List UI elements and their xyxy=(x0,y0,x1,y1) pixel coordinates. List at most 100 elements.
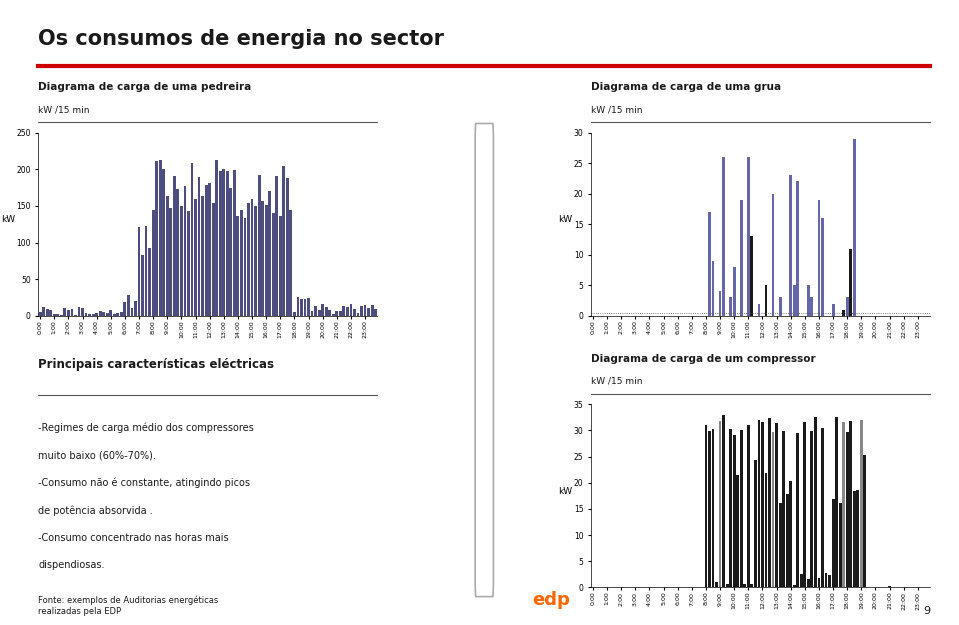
Bar xyxy=(818,200,820,316)
Bar xyxy=(155,161,158,316)
Bar xyxy=(183,186,186,316)
Bar xyxy=(219,171,222,316)
Bar xyxy=(779,298,782,316)
Bar xyxy=(275,176,278,316)
Bar xyxy=(867,587,870,588)
Bar xyxy=(363,306,366,316)
Bar xyxy=(198,177,200,316)
Text: Fonte: exemplos de Auditorias energéticas
realizadas pela EDP: Fonte: exemplos de Auditorias energética… xyxy=(38,596,219,616)
Bar xyxy=(715,582,718,587)
Bar xyxy=(659,587,662,588)
Bar xyxy=(796,181,799,316)
Bar xyxy=(92,314,95,316)
Bar xyxy=(758,304,760,316)
Bar xyxy=(261,201,264,316)
Bar xyxy=(311,311,314,316)
Bar xyxy=(357,313,360,316)
Bar xyxy=(793,285,796,316)
Bar xyxy=(764,285,767,316)
Bar xyxy=(722,416,725,588)
Bar xyxy=(325,307,328,316)
Bar xyxy=(353,309,356,316)
Bar xyxy=(149,248,151,316)
Bar xyxy=(701,587,704,588)
Bar xyxy=(708,431,711,588)
Bar xyxy=(38,312,41,316)
Bar xyxy=(737,475,739,588)
Bar xyxy=(307,298,310,316)
Bar xyxy=(233,170,236,316)
Bar xyxy=(800,574,803,588)
Bar xyxy=(78,308,81,316)
Bar xyxy=(863,455,866,588)
Bar xyxy=(105,312,108,316)
Bar xyxy=(109,310,112,316)
Bar xyxy=(137,227,140,316)
Bar xyxy=(116,312,119,316)
Bar xyxy=(46,309,49,316)
Bar xyxy=(71,309,73,316)
Bar xyxy=(304,299,307,316)
Bar xyxy=(286,178,289,316)
Bar xyxy=(187,211,190,316)
Bar xyxy=(655,587,658,588)
Bar xyxy=(254,206,257,316)
Point xyxy=(35,311,46,319)
Bar xyxy=(103,312,105,316)
Bar xyxy=(630,587,633,588)
Text: edp: edp xyxy=(532,591,571,609)
Bar xyxy=(920,587,923,588)
Bar xyxy=(296,297,299,316)
Bar xyxy=(902,587,905,588)
Bar xyxy=(842,422,845,588)
Bar xyxy=(764,473,767,588)
Bar xyxy=(201,196,204,316)
Bar xyxy=(751,236,753,316)
Bar xyxy=(361,306,363,316)
Bar xyxy=(282,166,285,316)
Bar xyxy=(250,199,253,316)
Bar xyxy=(899,587,901,588)
Bar xyxy=(846,432,849,588)
Bar xyxy=(74,315,77,316)
Bar xyxy=(860,420,863,588)
Bar xyxy=(222,169,225,316)
Bar xyxy=(332,314,335,316)
Bar xyxy=(176,189,179,316)
Bar xyxy=(244,218,246,316)
Point xyxy=(587,306,598,313)
Bar xyxy=(166,196,169,316)
Bar xyxy=(159,160,162,316)
Bar xyxy=(856,490,859,588)
Bar xyxy=(57,314,59,316)
Bar xyxy=(839,503,842,588)
Text: Os consumos de energia no sector: Os consumos de energia no sector xyxy=(38,29,444,49)
Point xyxy=(38,311,50,319)
Text: -Regimes de carga médio dos compressores: -Regimes de carga médio dos compressores xyxy=(38,422,254,433)
Bar xyxy=(747,157,750,316)
Bar xyxy=(821,428,824,588)
Bar xyxy=(141,255,144,316)
Bar xyxy=(204,184,207,316)
Bar xyxy=(718,291,721,316)
Bar xyxy=(271,213,274,316)
Bar xyxy=(712,261,714,316)
Text: kW /15 min: kW /15 min xyxy=(591,377,643,386)
Bar xyxy=(751,584,753,587)
Bar xyxy=(59,314,62,316)
Bar xyxy=(831,499,834,588)
Bar xyxy=(88,314,91,316)
Bar xyxy=(346,307,349,316)
Bar xyxy=(127,295,129,316)
Text: kW /15 min: kW /15 min xyxy=(38,105,90,114)
Bar xyxy=(804,422,807,588)
Bar xyxy=(328,311,331,316)
Bar xyxy=(42,308,45,316)
Bar xyxy=(793,586,796,587)
Bar xyxy=(754,460,757,588)
Bar xyxy=(789,481,792,588)
Bar xyxy=(145,226,148,316)
Bar xyxy=(722,157,725,316)
Bar xyxy=(162,169,165,316)
Text: -Consumo concentrado nas horas mais: -Consumo concentrado nas horas mais xyxy=(38,532,229,542)
